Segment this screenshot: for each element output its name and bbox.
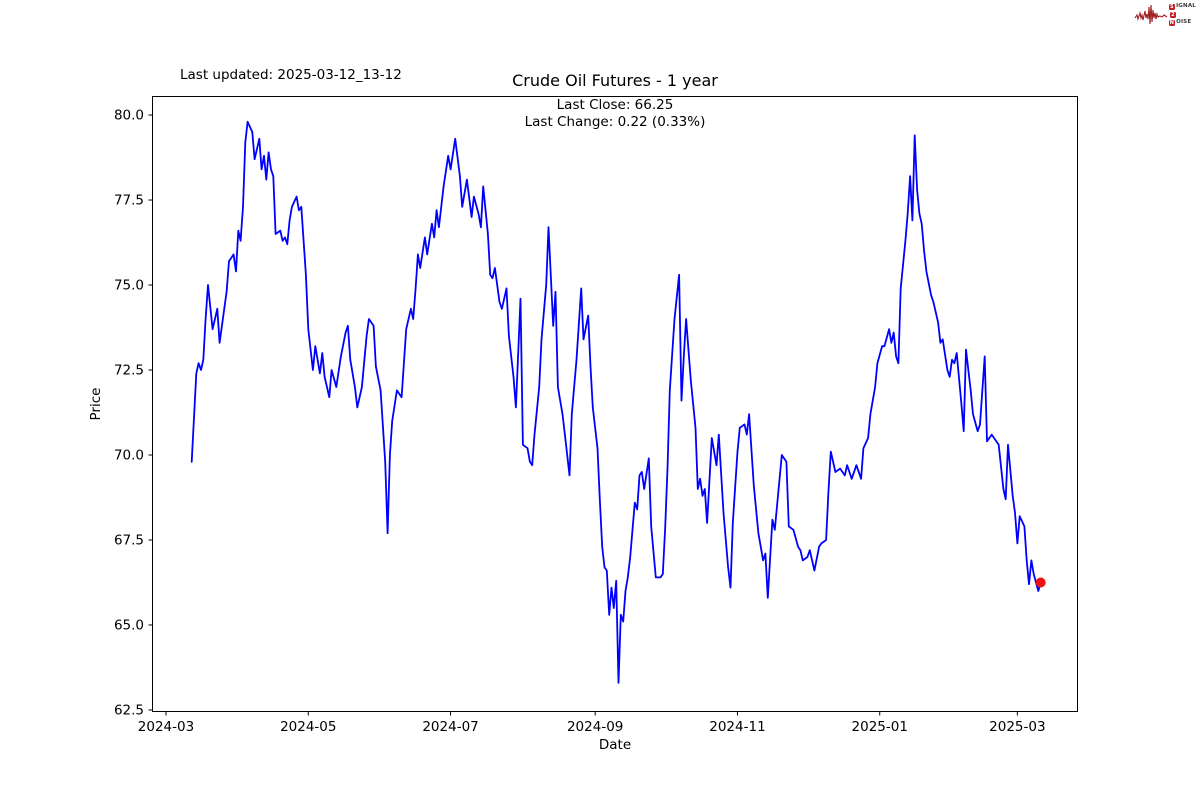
logo-row-2: 2 [1169, 11, 1196, 19]
plot-border [152, 96, 1078, 712]
logo-row-signal: S IGNAL [1168, 3, 1196, 11]
x-tick-label: 2025-01 [852, 719, 908, 735]
y-tick-label: 80.0 [114, 108, 144, 124]
y-axis-label: Price [88, 387, 104, 421]
y-tick-label: 65.0 [114, 617, 144, 633]
x-tick-label: 2024-07 [422, 719, 478, 735]
x-tick-label: 2024-09 [567, 719, 623, 735]
logo-text: S IGNAL 2 N OISE [1168, 3, 1196, 27]
last-close-annotation: Last Close: 66.25 [556, 97, 674, 113]
y-tick-label: 67.5 [114, 532, 144, 548]
x-tick-label: 2024-05 [280, 719, 336, 735]
last-change-annotation: Last Change: 0.22 (0.33%) [524, 114, 706, 130]
y-tick-label: 75.0 [114, 278, 144, 294]
x-tick-label: 2025-03 [989, 719, 1045, 735]
price-line [190, 120, 1042, 684]
waveform-icon [1134, 4, 1167, 25]
signal2noise-logo: S IGNAL 2 N OISE [1134, 3, 1196, 27]
logo-badge-n: N [1168, 19, 1176, 27]
chart-title: Crude Oil Futures - 1 year [512, 71, 718, 90]
x-tick-label: 2024-11 [709, 719, 765, 735]
last-price-marker [1035, 577, 1046, 588]
logo-badge-s: S [1168, 3, 1176, 11]
logo-row-noise: N OISE [1168, 19, 1192, 27]
logo-badge-2: 2 [1169, 11, 1177, 19]
y-tick-label: 72.5 [114, 363, 144, 379]
x-axis-label: Date [598, 737, 632, 753]
y-tick-label: 70.0 [114, 447, 144, 463]
y-tick-label: 77.5 [114, 193, 144, 209]
last-updated-text: Last updated: 2025-03-12_13-12 [180, 67, 402, 83]
x-tick-label: 2024-03 [138, 719, 194, 735]
y-tick-label: 62.5 [114, 702, 144, 718]
